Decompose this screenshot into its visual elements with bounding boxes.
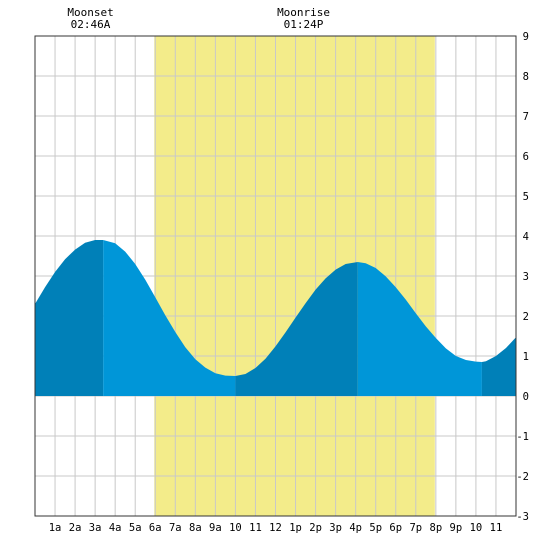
x-tick-label: 4a (109, 522, 122, 534)
y-tick-label: -3 (516, 511, 529, 523)
x-tick-label: 1p (289, 522, 302, 534)
moon-event-time: 01:24P (284, 18, 324, 31)
x-tick-label: 9p (450, 522, 463, 534)
grid-lines (35, 35, 516, 517)
y-tick-label: 1 (523, 351, 529, 363)
x-tick-label: 6a (149, 522, 162, 534)
y-tick-label: -1 (516, 431, 529, 443)
x-tick-label: 2p (309, 522, 322, 534)
tide-segment-falling (103, 240, 236, 396)
y-tick-label: 6 (523, 151, 529, 163)
tide-segment-rising (35, 240, 104, 396)
x-tick-label: 11 (490, 522, 503, 534)
y-tick-label: 9 (523, 31, 529, 43)
x-tick-label: 3a (89, 522, 102, 534)
x-tick-label: 3p (329, 522, 342, 534)
y-tick-label: 8 (523, 71, 529, 83)
y-tick-label: 0 (523, 391, 529, 403)
moon-event-label: Moonrise (277, 6, 330, 19)
tide-segment-rising (235, 262, 358, 396)
x-tick-label: 11 (249, 522, 262, 534)
x-tick-label: 5a (129, 522, 142, 534)
tide-segment-falling (357, 262, 482, 396)
x-tick-label: 8a (189, 522, 202, 534)
x-tick-label: 9a (209, 522, 222, 534)
x-tick-label: 10 (470, 522, 483, 534)
tide-segment-rising (481, 337, 516, 396)
plot-frame (34, 35, 517, 517)
x-tick-label: 7p (409, 522, 422, 534)
x-tick-label: 5p (369, 522, 382, 534)
x-tick-label: 8p (430, 522, 443, 534)
x-tick-label: 4p (349, 522, 362, 534)
x-tick-label: 2a (69, 522, 82, 534)
y-tick-label: -2 (516, 471, 529, 483)
x-tick-label: 1a (49, 522, 62, 534)
y-tick-label: 4 (523, 231, 529, 243)
tide-area (35, 240, 516, 396)
moon-event-label: Moonset (67, 6, 113, 19)
y-tick-label: 5 (523, 191, 529, 203)
x-tick-label: 6p (389, 522, 402, 534)
moon-event-time: 02:46A (71, 18, 111, 31)
x-axis-tick-labels: 1a 2a 3a 4a 5a 6a 7a 8a 9a 10 11 12 1p 2p 3p 4p 5p 6p 7p 8p… (49, 522, 503, 534)
y-tick-label: 7 (523, 111, 529, 123)
x-tick-label: 12 (269, 522, 282, 534)
y-tick-label: 2 (523, 311, 529, 323)
y-axis-tick-labels: -3 -2 -1 0 1 2 3 4 5 6 7 8 9 (516, 31, 529, 523)
plot-border (34, 35, 517, 517)
x-tick-label: 7a (169, 522, 182, 534)
y-tick-label: 3 (523, 271, 529, 283)
x-tick-label: 10 (229, 522, 242, 534)
